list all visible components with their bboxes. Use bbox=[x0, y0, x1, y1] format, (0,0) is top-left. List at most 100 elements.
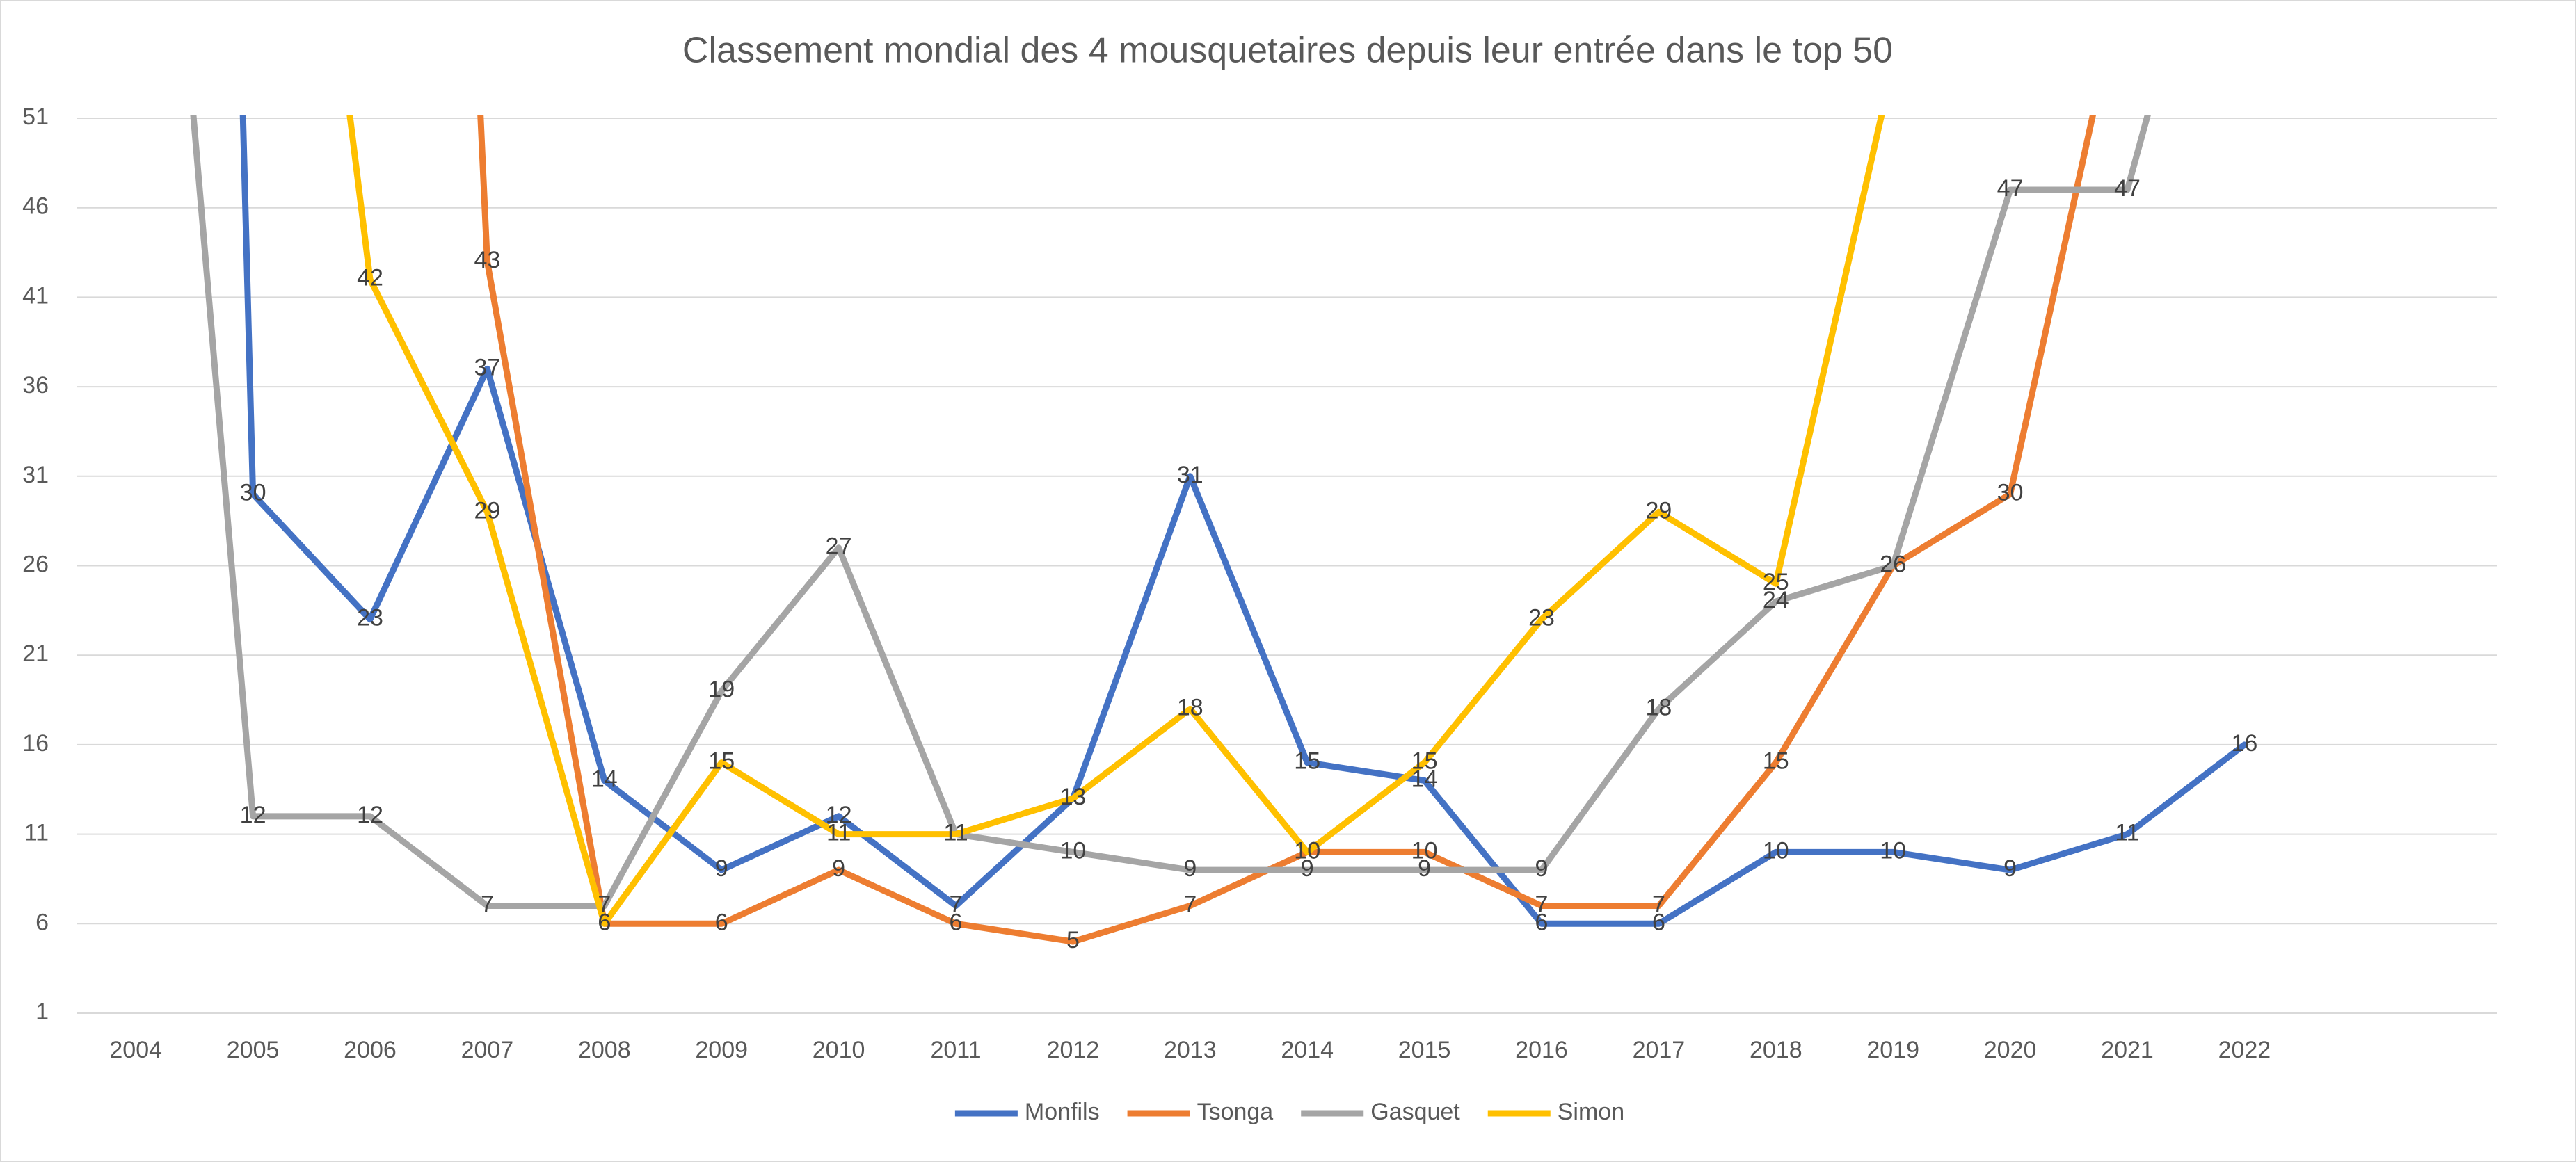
data-label: 18 bbox=[1645, 694, 1672, 720]
plot-area bbox=[190, 115, 2248, 945]
data-label: 10 bbox=[1880, 837, 1906, 864]
data-label: 15 bbox=[1763, 748, 1789, 775]
x-tick-label: 2012 bbox=[1047, 1037, 1100, 1063]
data-label: 7 bbox=[1535, 891, 1549, 918]
data-label: 6 bbox=[950, 909, 963, 935]
legend-item: Simon bbox=[1487, 1099, 1624, 1125]
series-line bbox=[190, 115, 2152, 910]
data-label: 23 bbox=[357, 605, 383, 631]
y-tick-label: 26 bbox=[22, 551, 49, 577]
data-label: 6 bbox=[715, 909, 728, 935]
legend-item: Gasquet bbox=[1301, 1099, 1460, 1125]
data-label: 12 bbox=[357, 802, 383, 828]
y-tick-label: 36 bbox=[22, 372, 49, 398]
data-label: 7 bbox=[1183, 891, 1197, 918]
data-label: 10 bbox=[1294, 837, 1320, 864]
series-line bbox=[346, 115, 1885, 927]
data-label: 31 bbox=[1177, 462, 1203, 488]
y-tick-label: 21 bbox=[22, 640, 49, 667]
data-label: 10 bbox=[1411, 837, 1438, 864]
data-label: 11 bbox=[943, 820, 968, 846]
data-label: 18 bbox=[1177, 694, 1203, 720]
data-label: 43 bbox=[474, 247, 500, 273]
data-label: 26 bbox=[1880, 551, 1906, 577]
y-tick-label: 41 bbox=[22, 282, 49, 309]
legend-label: Tsonga bbox=[1197, 1099, 1274, 1125]
x-tick-label: 2015 bbox=[1398, 1037, 1451, 1063]
data-label: 30 bbox=[240, 480, 266, 506]
x-tick-label: 2014 bbox=[1281, 1037, 1334, 1063]
data-label: 12 bbox=[826, 802, 852, 828]
data-label: 27 bbox=[826, 533, 852, 560]
data-label: 9 bbox=[1535, 855, 1549, 882]
data-label: 29 bbox=[474, 497, 500, 524]
data-label: 9 bbox=[1183, 855, 1197, 882]
data-label: 37 bbox=[474, 354, 500, 380]
data-label: 15 bbox=[1411, 748, 1438, 775]
series-line bbox=[239, 115, 2248, 927]
data-label: 9 bbox=[1301, 855, 1314, 882]
data-label: 11 bbox=[2115, 820, 2139, 846]
y-tick-label: 6 bbox=[35, 909, 49, 935]
series-line bbox=[477, 115, 2097, 945]
y-tick-label: 46 bbox=[22, 193, 49, 220]
data-label: 7 bbox=[598, 891, 611, 918]
x-tick-label: 2011 bbox=[930, 1037, 981, 1063]
data-label: 11 bbox=[826, 820, 851, 846]
data-label: 26 bbox=[1880, 551, 1906, 577]
data-label: 25 bbox=[1763, 569, 1789, 595]
y-tick-label: 1 bbox=[35, 999, 49, 1025]
data-label: 10 bbox=[1763, 837, 1789, 864]
data-label: 30 bbox=[1997, 480, 2024, 506]
x-tick-label: 2018 bbox=[1750, 1037, 1802, 1063]
x-tick-label: 2007 bbox=[461, 1037, 514, 1063]
legend: Monfils Tsonga Gasquet Simon bbox=[954, 1099, 1624, 1125]
x-tick-label: 2019 bbox=[1866, 1037, 1919, 1063]
data-label: 9 bbox=[832, 855, 845, 882]
data-label: 7 bbox=[1652, 891, 1665, 918]
legend-item: Tsonga bbox=[1127, 1099, 1274, 1125]
y-tick-label: 31 bbox=[22, 462, 49, 488]
x-tick-label: 2013 bbox=[1164, 1037, 1217, 1063]
x-tick-label: 2020 bbox=[1984, 1037, 2037, 1063]
data-label: 24 bbox=[1763, 587, 1789, 613]
data-label: 47 bbox=[1997, 175, 2024, 202]
data-label: 23 bbox=[1528, 605, 1555, 631]
data-label: 12 bbox=[240, 802, 266, 828]
data-label: 9 bbox=[1418, 855, 1431, 882]
x-tick-label: 2009 bbox=[695, 1037, 748, 1063]
data-label: 11 bbox=[943, 820, 968, 846]
data-label: 7 bbox=[481, 891, 494, 918]
x-tick-label: 2008 bbox=[578, 1037, 631, 1063]
data-label: 10 bbox=[1059, 837, 1086, 864]
data-label: 5 bbox=[1066, 927, 1080, 953]
data-label: 9 bbox=[715, 855, 728, 882]
legend-label: Monfils bbox=[1025, 1099, 1100, 1125]
data-label: 13 bbox=[1059, 784, 1086, 810]
data-label: 16 bbox=[2231, 730, 2257, 757]
data-label: 14 bbox=[591, 766, 618, 792]
data-label: 42 bbox=[357, 265, 383, 291]
data-label: 29 bbox=[1645, 497, 1672, 524]
data-label: 19 bbox=[708, 677, 735, 703]
x-tick-label: 2006 bbox=[344, 1037, 397, 1063]
y-tick-label: 16 bbox=[22, 730, 49, 757]
chart-title: Classement mondial des 4 mousquetaires d… bbox=[682, 31, 1893, 71]
x-tick-label: 2010 bbox=[813, 1037, 865, 1063]
data-label: 15 bbox=[1294, 748, 1320, 775]
legend-label: Gasquet bbox=[1370, 1099, 1460, 1125]
legend-label: Simon bbox=[1558, 1099, 1624, 1125]
data-label: 6 bbox=[1535, 909, 1549, 935]
data-label: 14 bbox=[1411, 766, 1438, 792]
data-label: 9 bbox=[2003, 855, 2017, 882]
data-label: 6 bbox=[598, 909, 611, 935]
x-tick-label: 2021 bbox=[2101, 1037, 2154, 1063]
data-label: 47 bbox=[2114, 175, 2141, 202]
x-tick-label: 2005 bbox=[227, 1037, 280, 1063]
data-label: 13 bbox=[1059, 784, 1086, 810]
data-label: 10 bbox=[1294, 837, 1320, 864]
x-tick-label: 2016 bbox=[1515, 1037, 1568, 1063]
